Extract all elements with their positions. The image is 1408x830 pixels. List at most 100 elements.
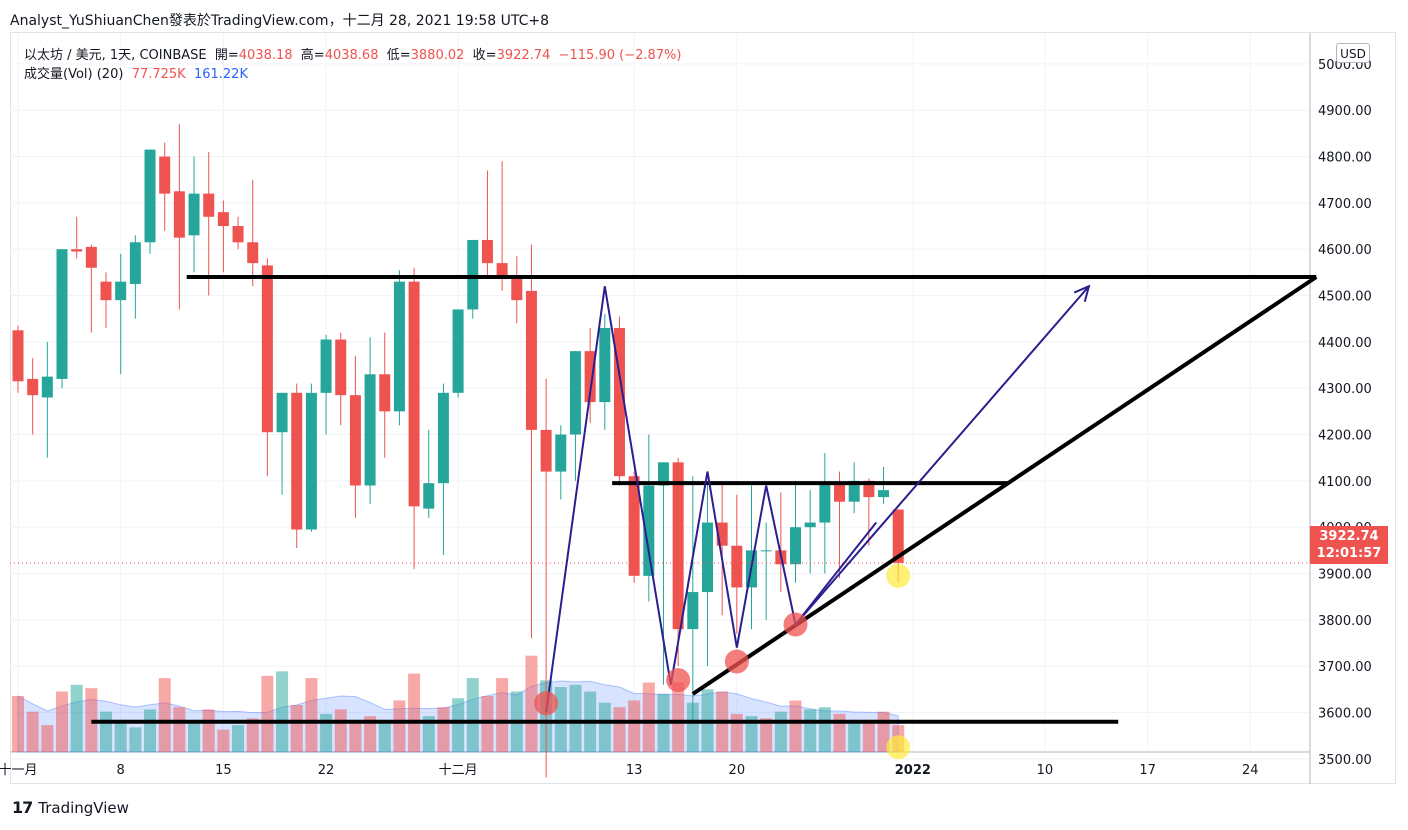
volume-bar [833, 713, 846, 752]
candle-body [790, 527, 802, 565]
low-label: 低= [386, 48, 411, 63]
volume-bar [760, 718, 773, 752]
candle-body [291, 392, 303, 530]
target-arrow-head [1073, 284, 1091, 302]
volume-bar [349, 722, 362, 752]
volume-bar [41, 725, 54, 752]
volume-bar [862, 720, 875, 752]
candle-body [452, 309, 464, 393]
candle-body [467, 239, 479, 310]
volume-bar [378, 720, 391, 752]
volume-label[interactable]: 成交量(Vol) (20) [24, 67, 124, 82]
x-tick-label: 10 [1037, 763, 1054, 778]
candle-body [335, 339, 347, 396]
volume-bar [158, 678, 171, 752]
candle-body [878, 490, 890, 498]
candle-body [173, 191, 185, 238]
x-tick-label: 20 [729, 763, 746, 778]
y-tick-label: 4400.00 [1318, 336, 1372, 351]
candle-body [217, 212, 229, 227]
volume-bar [569, 684, 582, 752]
tradingview-brand[interactable]: TradingView [38, 798, 129, 817]
volume-bar [56, 691, 69, 752]
y-tick-label: 4900.00 [1318, 104, 1372, 119]
close-value: 3922.74 [496, 48, 551, 63]
volume-bar [188, 720, 201, 752]
volume-bar [437, 707, 450, 752]
chart-frame[interactable] [10, 32, 1396, 784]
pivot-marker [724, 649, 749, 674]
volume-bar [70, 684, 83, 752]
candle-body [320, 339, 332, 393]
candle-body [276, 392, 288, 433]
highlight-marker [886, 563, 911, 588]
volume-bar [642, 682, 655, 752]
candle-body [584, 351, 596, 403]
candle-body [408, 281, 420, 507]
volume-bar [217, 729, 230, 752]
bar-countdown: 12:01:57 [1316, 546, 1382, 561]
volume-bar [114, 720, 127, 752]
candle-body [188, 193, 200, 236]
candle-body [423, 483, 435, 509]
x-tick-label: 十一月 [0, 763, 38, 778]
currency-button[interactable]: USD [1336, 43, 1370, 63]
candle-body [511, 277, 523, 301]
y-tick-label: 3700.00 [1318, 660, 1372, 675]
footer[interactable]: 17 TradingView [12, 798, 129, 817]
candle-body [672, 462, 684, 630]
candle-body [159, 156, 171, 194]
volume-bar [452, 698, 465, 752]
volume-bar [481, 696, 494, 752]
volume-bar [276, 671, 289, 752]
candle-body [701, 522, 713, 593]
author-timestamp: Analyst_YuShiuanChen發表於TradingView.com，十… [10, 13, 549, 29]
high-label: 高= [300, 48, 325, 63]
volume-bar [613, 707, 626, 752]
volume-bar [393, 700, 406, 752]
volume-bar [628, 700, 641, 752]
volume-bar [173, 707, 186, 752]
candle-body [100, 281, 112, 301]
candle-body [643, 485, 655, 576]
candle-body [731, 545, 743, 588]
candle-body [687, 592, 699, 630]
volume-bar [686, 702, 699, 752]
highlight-marker [886, 735, 911, 760]
volume-bar [598, 702, 611, 752]
candle-body [349, 395, 361, 486]
volume-bar [232, 725, 245, 752]
y-tick-label: 3800.00 [1318, 614, 1372, 629]
x-tick-label: 8 [117, 763, 125, 778]
volume-bar [848, 722, 861, 752]
candle-body [863, 480, 875, 498]
candle-body [804, 522, 816, 528]
y-tick-label: 3600.00 [1318, 707, 1372, 722]
candle-body [27, 378, 39, 396]
volume-bar [730, 713, 743, 752]
candle-body [71, 249, 83, 252]
candle-body [628, 476, 640, 576]
candle-body [261, 265, 273, 433]
candle-body [834, 483, 846, 502]
pivot-marker [783, 612, 808, 637]
y-tick-label: 4100.00 [1318, 475, 1372, 490]
candle-body [613, 327, 625, 477]
x-tick-label: 17 [1139, 763, 1156, 778]
volume-bar [334, 709, 347, 752]
candle-body [232, 226, 244, 243]
x-tick-label: 22 [318, 763, 335, 778]
volume-bar [422, 716, 435, 752]
volume-bar [305, 678, 318, 752]
volume-ma-value: 161.22K [193, 67, 248, 82]
symbol-label[interactable]: 以太坊 / 美元, 1天, COINBASE [24, 48, 207, 63]
candle-body [41, 376, 53, 398]
volume-bar [525, 655, 538, 752]
chart-legend: 以太坊 / 美元, 1天, COINBASE 開=4038.18 高=4038.… [24, 46, 681, 84]
candle-body [819, 483, 831, 523]
y-tick-label: 4600.00 [1318, 243, 1372, 258]
y-tick-label: 3500.00 [1318, 753, 1372, 768]
candle-body [305, 392, 317, 530]
volume-bar [745, 716, 758, 752]
